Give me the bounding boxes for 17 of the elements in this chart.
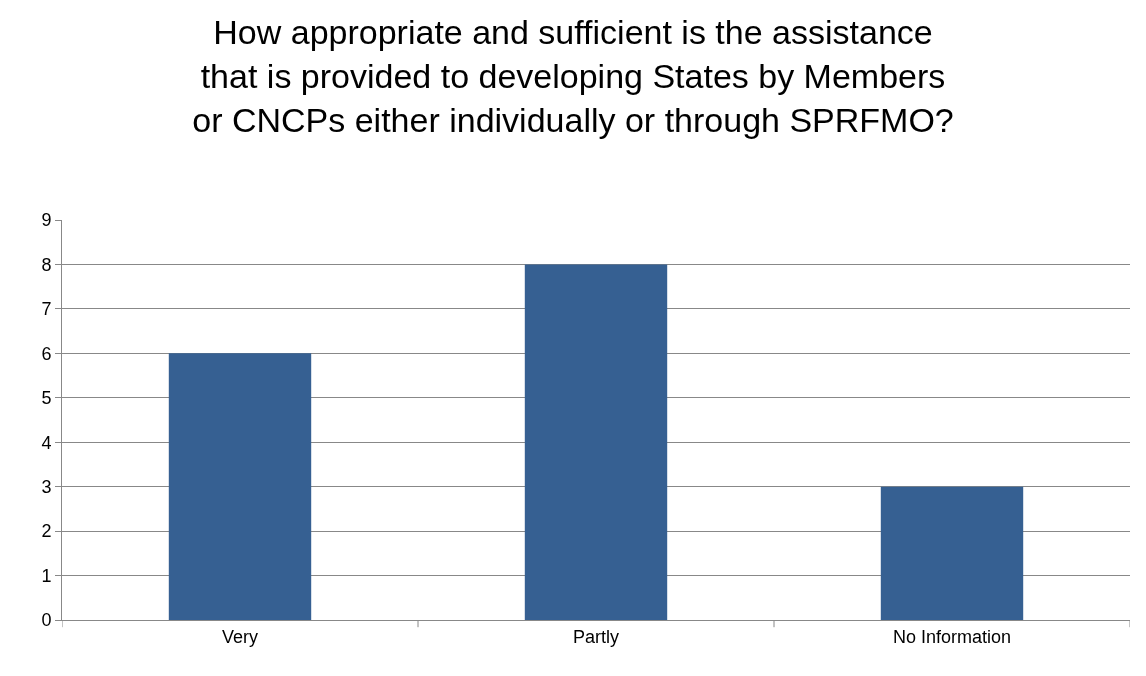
- x-tick-label: No Information: [892, 626, 1012, 647]
- y-tick-label: 0: [41, 610, 52, 631]
- y-tick-label: 6: [41, 343, 52, 364]
- x-tick-label: Very: [221, 626, 259, 647]
- bar: [880, 486, 1024, 620]
- y-tick-label: 4: [41, 432, 52, 453]
- y-tick-label: 8: [41, 254, 52, 275]
- y-tick-label: 5: [41, 388, 52, 409]
- chart-title: How appropriate and sufficient is the assistance that is provided to developing States by Members or CNCPs either individually or through SPRFMO?: [192, 12, 954, 140]
- y-tick-label: 1: [41, 565, 52, 586]
- bar: [524, 264, 668, 620]
- y-tick-label: 7: [41, 299, 52, 320]
- y-tick-label: 2: [41, 521, 52, 542]
- x-tick-label: Partly: [572, 626, 620, 647]
- bar: [168, 353, 312, 620]
- y-tick-label: 9: [41, 210, 52, 231]
- y-tick-label: 3: [41, 476, 52, 497]
